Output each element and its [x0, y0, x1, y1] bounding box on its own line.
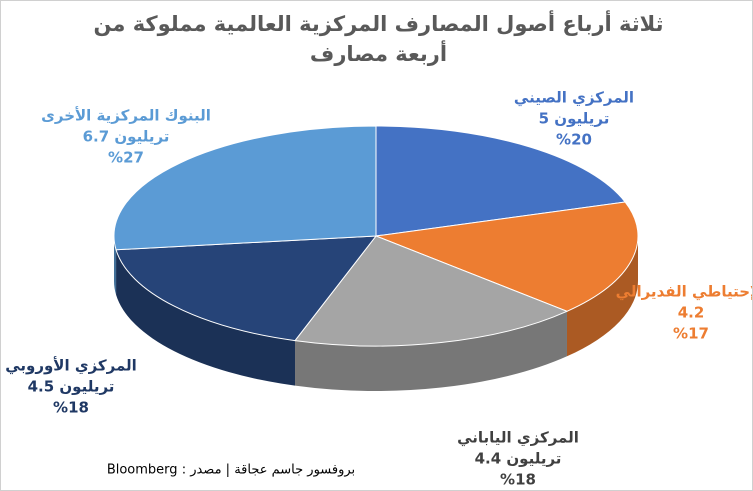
slice-label: المركزي الياباني	[457, 429, 579, 448]
slice-label: المركزي الأوروبي	[5, 357, 137, 376]
slice-label: البنوك المركزية الأخرى	[41, 107, 211, 125]
amount-label: 6.7 تريليون	[83, 128, 170, 146]
value-label: %17	[673, 325, 709, 343]
slice-label: الإحتياطي الفديرالي	[616, 283, 752, 301]
slice-side	[114, 236, 117, 295]
value-label: %18	[53, 399, 89, 417]
slice-side	[566, 236, 638, 357]
slice-side	[295, 311, 567, 391]
amount-label: 4.5 تريليون	[28, 378, 115, 396]
amount-label: 4.4 تريليون	[475, 450, 562, 468]
slice	[115, 235, 378, 342]
slice-label: المركزي الصيني	[514, 89, 634, 108]
slice-side	[116, 249, 296, 386]
value-label: %18	[500, 471, 536, 489]
slice	[374, 201, 639, 312]
value-label: %20	[556, 131, 592, 149]
amount-label: 5 تريليون	[539, 110, 610, 128]
chart-title: ثلاثة أرباع أصول المصارف المركزية العالم…	[93, 12, 664, 66]
slice	[113, 125, 377, 251]
amount-label: 4.2	[678, 304, 705, 322]
source-note: بروفسور جاسم عجاقة | مصدر : Bloomberg	[107, 463, 355, 478]
slice	[375, 125, 627, 237]
value-label: %27	[108, 149, 144, 167]
slice	[294, 235, 569, 347]
